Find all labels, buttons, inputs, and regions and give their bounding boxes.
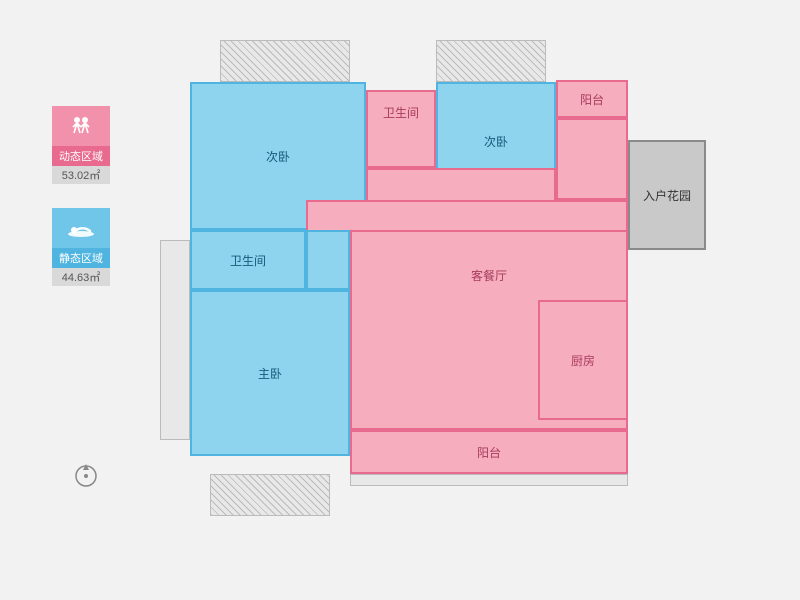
room-label: 客餐厅 [471,267,507,284]
room-label: 阳台 [477,444,501,461]
room-garden: 入户花园 [628,140,706,250]
compass-icon [72,460,100,488]
legend-dynamic-icon [52,106,110,146]
legend-dynamic-label: 动态区域 [52,146,110,166]
people-icon [67,115,95,137]
room-label: 次卧 [484,133,508,150]
wall-extrusion [436,40,546,82]
legend-dynamic-value: 53.02㎡ [52,166,110,184]
room-label: 卫生间 [230,252,266,269]
room-label: 主卧 [258,365,282,382]
room-balcony-1: 阳台 [556,80,628,118]
legend-static-label: 静态区域 [52,248,110,268]
wall-extrusion [350,474,628,486]
room-label: 厨房 [571,352,595,369]
room-label: 次卧 [266,148,290,165]
legend-static-icon [52,208,110,248]
legend-static-value: 44.63㎡ [52,268,110,286]
floor-plan: 次卧卫生间次卧阳台入户花园卫生间客餐厅主卧厨房阳台 [160,40,780,560]
room-hall-top [556,118,628,200]
wall-extrusion [210,474,330,516]
legend-dynamic: 动态区域 53.02㎡ [52,106,110,184]
legend-panel: 动态区域 53.02㎡ 静态区域 44.63㎡ [52,106,110,310]
room-wc-1: 卫生间 [366,90,436,168]
room-label: 卫生间 [383,104,419,121]
sleep-icon [66,218,96,238]
room-balcony-2: 阳台 [350,430,628,474]
room-wc-2: 卫生间 [190,230,306,290]
room-label: 阳台 [580,91,604,108]
room-kitchen: 厨房 [538,300,628,420]
wall-extrusion [160,240,190,440]
wall-extrusion [220,40,350,82]
room-label: 入户花园 [643,187,691,204]
room-master: 主卧 [190,290,350,456]
legend-static: 静态区域 44.63㎡ [52,208,110,286]
room-master-ext [306,230,350,290]
